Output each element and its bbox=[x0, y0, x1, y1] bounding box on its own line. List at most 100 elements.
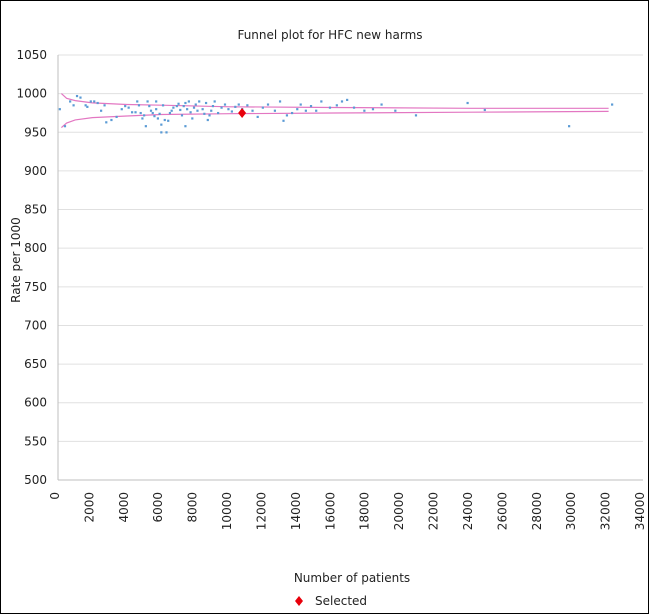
data-point bbox=[158, 112, 161, 115]
data-point bbox=[194, 103, 197, 106]
data-point bbox=[89, 100, 92, 103]
data-point bbox=[96, 101, 99, 105]
y-tick-label: 800 bbox=[24, 241, 47, 255]
data-point bbox=[230, 110, 233, 113]
x-tick-label: 10000 bbox=[220, 492, 234, 530]
x-tick-label: 6000 bbox=[151, 492, 165, 523]
data-point bbox=[340, 100, 344, 103]
x-tick-label: 0 bbox=[48, 492, 62, 500]
data-point bbox=[220, 106, 223, 109]
grid-layer bbox=[58, 54, 643, 481]
y-tick-label: 1000 bbox=[16, 87, 47, 101]
data-point bbox=[346, 98, 349, 102]
y-tick-label: 900 bbox=[24, 164, 47, 178]
data-point bbox=[217, 111, 220, 115]
data-point bbox=[75, 94, 79, 98]
data-point bbox=[103, 104, 106, 107]
data-point bbox=[278, 100, 282, 103]
data-point bbox=[184, 125, 187, 128]
data-point bbox=[105, 121, 108, 124]
data-point bbox=[180, 114, 184, 117]
data-point bbox=[251, 109, 254, 112]
data-point bbox=[296, 108, 299, 111]
data-point bbox=[124, 105, 127, 108]
data-point bbox=[134, 111, 137, 114]
data-point bbox=[161, 104, 165, 107]
y-axis-title: Rate per 1000 bbox=[9, 217, 23, 303]
x-tick-label: 2000 bbox=[82, 492, 96, 523]
data-point bbox=[394, 109, 397, 112]
data-point bbox=[130, 111, 134, 114]
chart-title: Funnel plot for HFC new harms bbox=[237, 28, 422, 42]
data-point bbox=[299, 103, 302, 106]
y-tick-label: 600 bbox=[24, 396, 47, 410]
x-tick-label: 30000 bbox=[564, 492, 578, 530]
data-point bbox=[192, 106, 196, 109]
x-tick-label: 4000 bbox=[117, 492, 131, 523]
data-point bbox=[211, 105, 215, 108]
data-point bbox=[309, 105, 313, 108]
data-point bbox=[184, 101, 187, 105]
data-point bbox=[186, 108, 189, 111]
data-point bbox=[151, 111, 154, 115]
data-point bbox=[204, 101, 208, 105]
data-point bbox=[170, 109, 173, 112]
y-tick-label: 750 bbox=[24, 280, 47, 294]
data-point bbox=[196, 109, 199, 112]
x-tick-label: 24000 bbox=[461, 492, 475, 530]
data-point bbox=[153, 115, 156, 118]
data-point bbox=[320, 100, 323, 103]
control-limit-line bbox=[60, 93, 609, 109]
y-tick-label: 500 bbox=[24, 473, 47, 487]
data-point bbox=[291, 111, 294, 115]
data-point bbox=[187, 100, 190, 103]
data-point bbox=[144, 125, 147, 128]
data-point bbox=[234, 105, 237, 108]
data-point bbox=[155, 108, 158, 111]
x-tick-label: 34000 bbox=[633, 492, 647, 530]
series-layer bbox=[58, 93, 614, 134]
data-point bbox=[273, 109, 276, 112]
x-tick-label: 14000 bbox=[289, 492, 303, 530]
data-point bbox=[282, 119, 285, 122]
data-point bbox=[63, 125, 67, 128]
x-tick-label: 28000 bbox=[530, 492, 544, 530]
data-point bbox=[483, 108, 486, 112]
data-point bbox=[149, 109, 153, 112]
data-point bbox=[136, 100, 139, 103]
y-tick-label: 550 bbox=[24, 434, 47, 448]
data-point bbox=[148, 105, 151, 108]
data-point bbox=[246, 104, 249, 107]
data-point bbox=[58, 108, 61, 111]
data-point bbox=[79, 96, 82, 99]
data-point bbox=[261, 106, 264, 109]
data-point bbox=[206, 118, 209, 122]
y-tick-label: 850 bbox=[24, 203, 47, 217]
data-point bbox=[137, 104, 141, 107]
data-point bbox=[203, 112, 206, 115]
data-point bbox=[315, 109, 318, 112]
data-point bbox=[100, 109, 103, 112]
data-point bbox=[611, 103, 614, 106]
data-point bbox=[168, 111, 172, 115]
x-tick-label: 12000 bbox=[254, 492, 268, 530]
y-tick-label: 950 bbox=[24, 125, 47, 139]
y-tick-label: 1050 bbox=[16, 48, 47, 62]
x-tick-label: 18000 bbox=[358, 492, 372, 530]
x-tick-label: 8000 bbox=[186, 492, 200, 523]
data-point bbox=[189, 111, 192, 114]
data-point bbox=[304, 109, 307, 112]
data-point bbox=[127, 106, 130, 109]
data-point bbox=[352, 106, 356, 109]
data-point bbox=[165, 131, 168, 134]
legend-selected-label: Selected bbox=[315, 594, 367, 608]
data-point bbox=[380, 103, 383, 106]
data-point bbox=[160, 131, 163, 134]
data-point bbox=[335, 104, 338, 107]
data-point bbox=[139, 111, 142, 115]
data-point bbox=[146, 100, 149, 103]
y-tick-label: 700 bbox=[24, 318, 47, 332]
data-point bbox=[414, 114, 418, 117]
